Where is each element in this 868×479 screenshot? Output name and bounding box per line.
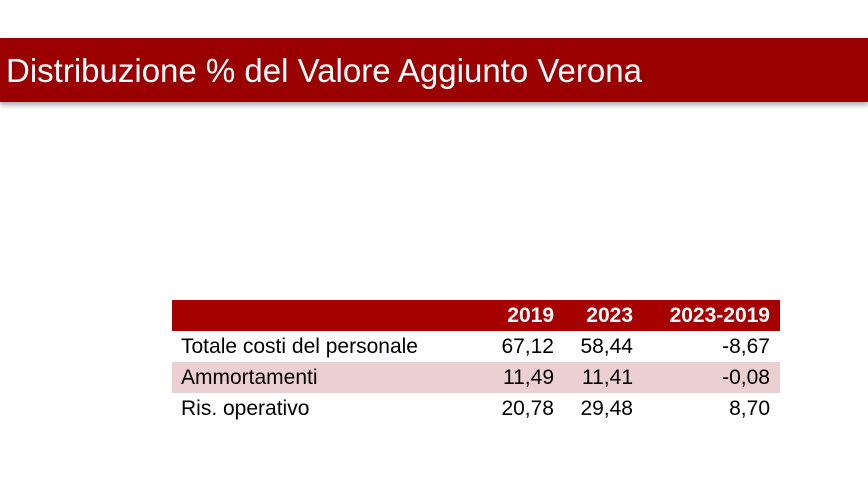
row-label: Ammortamenti xyxy=(181,366,318,389)
table-header-row: 2019 2023 2023-2019 xyxy=(172,300,780,331)
header-label-empty xyxy=(172,300,474,331)
value-added-table: 2019 2023 2023-2019 Totale costi del per… xyxy=(172,300,780,424)
page-title: Distribuzione % del Valore Aggiunto Vero… xyxy=(6,52,642,89)
cell-2023: 29,48 xyxy=(580,397,633,420)
cell-2019: 11,49 xyxy=(503,366,554,389)
cell-2019: 67,12 xyxy=(501,335,554,358)
cell-2023: 58,44 xyxy=(580,335,633,358)
cell-diff: -8,67 xyxy=(722,335,770,358)
row-label: Ris. operativo xyxy=(181,397,310,420)
header-2023: 2023 xyxy=(586,304,633,327)
header-2019: 2019 xyxy=(507,304,554,327)
cell-diff: -0,08 xyxy=(722,366,770,389)
table-row: Ammortamenti 11,49 11,41 -0,08 xyxy=(172,362,780,393)
table-row: Ris. operativo 20,78 29,48 8,70 xyxy=(172,393,780,424)
table-row: Totale costi del personale 67,12 58,44 -… xyxy=(172,331,780,362)
cell-2023: 11,41 xyxy=(582,366,633,389)
cell-2019: 20,78 xyxy=(501,397,554,420)
title-bar: Distribuzione % del Valore Aggiunto Vero… xyxy=(0,38,868,102)
header-diff: 2023-2019 xyxy=(669,304,770,327)
cell-diff: 8,70 xyxy=(729,397,770,420)
row-label: Totale costi del personale xyxy=(181,335,418,358)
